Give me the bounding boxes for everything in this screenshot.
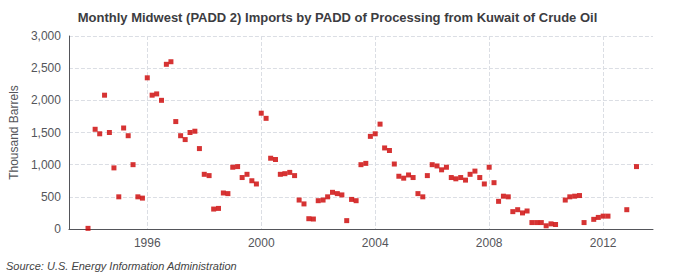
svg-text:1,500: 1,500 (31, 126, 61, 140)
svg-text:2000: 2000 (248, 236, 275, 250)
svg-text:2,500: 2,500 (31, 61, 61, 75)
svg-text:2,000: 2,000 (31, 93, 61, 107)
svg-text:2012: 2012 (590, 236, 617, 250)
svg-text:1996: 1996 (134, 236, 161, 250)
svg-text:0: 0 (54, 222, 61, 236)
svg-text:Source: U.S. Energy Informatio: Source: U.S. Energy Information Administ… (6, 260, 237, 272)
svg-text:Thousand Barrels: Thousand Barrels (7, 85, 21, 180)
svg-text:1,000: 1,000 (31, 158, 61, 172)
svg-text:3,000: 3,000 (31, 29, 61, 43)
svg-text:Monthly Midwest (PADD 2) Impor: Monthly Midwest (PADD 2) Imports by PADD… (78, 10, 598, 25)
svg-text:2004: 2004 (362, 236, 389, 250)
svg-text:500: 500 (41, 190, 61, 204)
svg-text:2008: 2008 (476, 236, 503, 250)
